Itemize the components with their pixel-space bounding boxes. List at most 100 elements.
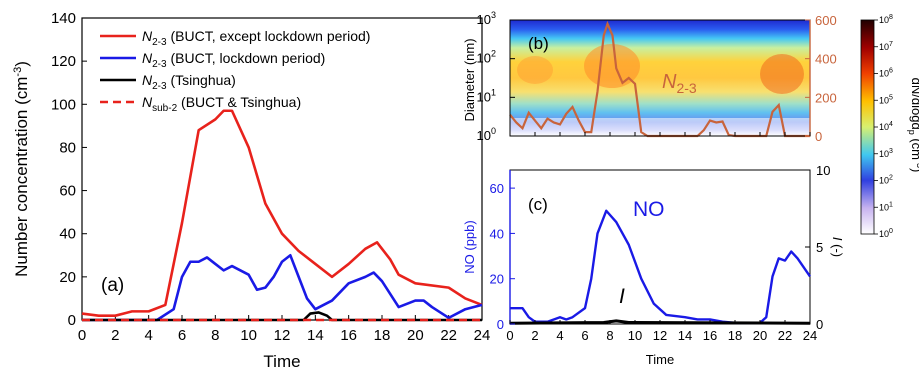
heatmap-background [510,20,810,136]
panel-c-y2-ticks: 0 5 10 [805,163,830,332]
panel-a-label: (a) [101,275,124,296]
panel-a-y-tick-label: 20 [59,269,76,286]
colorbar-tick-label: 107 [879,41,893,52]
colorbar-tick-label: 100 [879,228,893,239]
panel-c-x-tick-label: 12 [653,328,667,343]
panel-c-y2-tick-label: 5 [816,240,823,255]
panel-c-x-tick-label: 18 [728,328,742,343]
panel-a-x-tick-label: 2 [111,327,119,344]
panel-c-x-ticks: 0 2 4 6 8 10 12 14 16 18 20 22 24 [506,320,817,343]
panel-c-x-tick-label: 10 [628,328,642,343]
panel-a-series-line-1 [82,253,483,322]
legend-label-2: N2-3 (Tsinghua) [142,72,236,92]
panel-a-x-tick-label: 22 [440,327,457,344]
panel-b-y2-tick-label: 200 [815,90,837,105]
panel-c-i-annotation: I [619,285,625,308]
panel-a-y-tick-label: 140 [51,10,76,27]
panel-c-x-tick-label: 0 [506,328,513,343]
heatmap-hotspot-evening [760,54,804,94]
panel-b-x-ticks [509,132,811,136]
panel-c-x-tick-label: 14 [678,328,692,343]
panel-c-x-tick-label: 16 [703,328,717,343]
legend-label-0: N2-3 (BUCT, except lockdown period) [142,28,370,48]
panel-c-y-tick-label: 60 [490,181,504,196]
panel-c-y-tick-label: 0 [497,317,504,332]
panel-c-label: (c) [528,195,548,214]
panel-c-y2-tick-label: 0 [816,317,823,332]
panel-a-x-tick-label: 18 [374,327,391,344]
panel-c-no-annotation: NO [633,198,665,221]
panel-c-x-tick-label: 4 [556,328,563,343]
panel-a-y-tick-label: 120 [51,53,76,70]
panel-a-series-line-0 [81,109,483,317]
colorbar-label: dN/dlogdp (cm-3) [907,78,919,173]
panel-a-y-tick-label: 60 [59,183,76,200]
panel-a-x-tick-label: 4 [144,327,152,344]
panel-a-y-tick-label: 80 [59,139,76,156]
colorbar [860,19,875,235]
panel-a-x-tick-label: 6 [178,327,186,344]
panel-a-y-ticks: 0 20 40 60 80 100 120 140 [51,10,87,329]
panel-c-x-tick-label: 20 [753,328,767,343]
panel-a-x-tick-label: 20 [407,327,424,344]
panel-c-x-tick-label: 6 [581,328,588,343]
panel-a-x-tick-label: 14 [307,327,324,344]
legend-label-1: N2-3 (BUCT, lockdown period) [142,50,325,70]
panel-a-y-tick-label: 40 [59,226,76,243]
panel-c-y-ticks: 0 20 40 60 [490,170,515,332]
panel-c-series [509,209,811,325]
panel-b-overlay-label: N2-3 [662,71,697,96]
panel-a-y-axis-label: Number concentration (cm-3) [12,61,31,277]
panel-b-y2-tick-label: 0 [815,129,822,144]
panel-b-label: (b) [528,34,549,53]
panel-b-y-ticks: 100 101 102 103 [477,10,515,143]
colorbar-ticks: 100 101 102 103 104 105 106 107 108 [874,14,893,239]
panel-c-x-tick-label: 8 [606,328,613,343]
panel-b-y2-tick-label: 600 [815,13,837,28]
panel-b-y2-tick-label: 400 [815,52,837,67]
panel-a-x-tick-label: 0 [78,327,86,344]
panel-a-x-tick-label: 10 [240,327,257,344]
panel-c-y2-tick-label: 10 [816,163,830,178]
panel-a-legend: N2-3 (BUCT, except lockdown period)N2-3 … [100,28,370,114]
panel-c-frame [509,169,811,325]
panel-a-y-tick-label: 100 [51,96,76,113]
colorbar-tick-label: 108 [879,14,893,25]
colorbar-tick-label: 106 [879,68,893,79]
panel-a-x-tick-label: 8 [211,327,219,344]
panel-b-y2-ticks: 0 200 400 600 [805,13,837,144]
panel-c-series-line-1 [509,319,811,325]
colorbar-tick-label: 105 [879,94,893,105]
panel-b: 100 101 102 103 0 200 400 600 (b) N2-3 Diamete… [462,10,919,239]
panel-c-y2-axis-label: I (-) [830,237,845,257]
colorbar-tick-label: 102 [879,175,893,186]
colorbar-tick-label: 104 [879,121,893,132]
panel-a-x-axis-label: Time [263,352,300,371]
panel-c-series-line-0 [510,209,811,325]
panel-c-y-tick-label: 40 [490,226,504,241]
legend-label-3: Nsub-2 (BUCT & Tsinghua) [142,94,301,114]
panel-c-x-axis-label: Time [646,352,674,367]
panel-a-x-tick-label: 16 [340,327,357,344]
panel-c-y-axis-label: NO (ppb) [462,220,477,273]
n2-3-overlay-line [509,20,810,138]
colorbar-tick-label: 101 [879,201,893,212]
panel-c-y-tick-label: 20 [490,272,504,287]
panel-a-series [81,109,483,322]
panel-a-x-tick-label: 12 [274,327,291,344]
panel-c-x-tick-label: 2 [531,328,538,343]
panel-b-y-tick-label: 102 [477,49,496,66]
panel-a-x-tick-label: 24 [474,327,491,344]
panel-b-y-tick-label: 101 [477,87,496,104]
panel-c-x-tick-label: 24 [803,328,817,343]
heatmap-hotspot-morning [584,44,640,88]
panel-a-y-tick-label: 0 [68,312,76,329]
panel-b-y-tick-label: 103 [477,10,496,27]
panel-c-x-tick-label: 22 [778,328,792,343]
panel-b-y-tick-label: 100 [477,126,496,143]
heatmap-hotspot-early [517,56,553,84]
panel-b-y-axis-label: Diameter (nm) [462,38,477,121]
